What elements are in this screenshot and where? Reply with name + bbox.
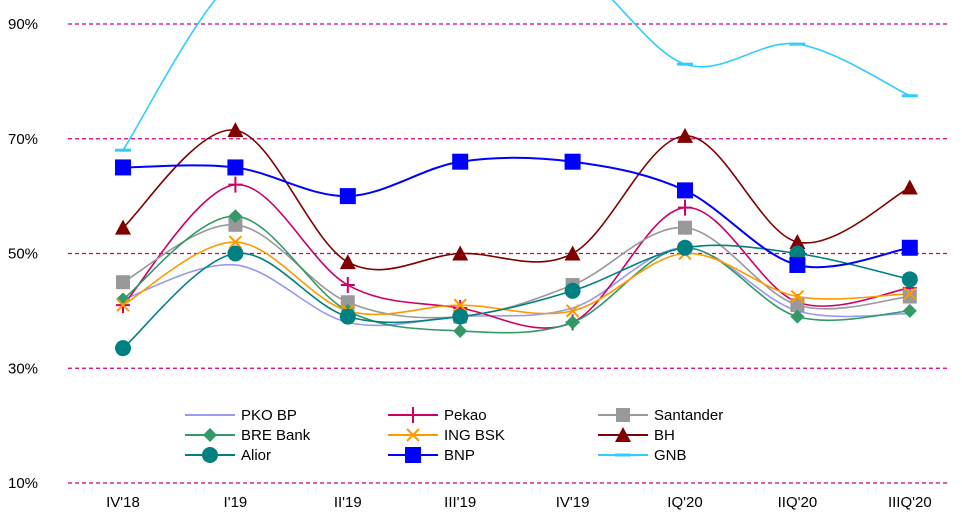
legend-label: ING BSK <box>444 427 505 444</box>
legend-label: Alior <box>241 447 271 464</box>
data-point <box>227 245 244 262</box>
data-point <box>564 153 581 170</box>
legend-swatch-marker <box>203 428 217 442</box>
data-point <box>790 298 805 313</box>
x-tick-label: I'19 <box>224 494 248 511</box>
legend-label: BRE Bank <box>241 427 311 444</box>
legend-label: BH <box>654 427 675 444</box>
data-point <box>678 220 692 235</box>
data-point <box>227 122 244 138</box>
data-point <box>115 219 131 235</box>
legend-item: ING BSK <box>388 427 505 444</box>
legend-swatch-marker <box>202 447 218 463</box>
y-tick-label: 90% <box>8 16 38 33</box>
series-line-2 <box>122 224 910 319</box>
data-point <box>677 239 693 256</box>
data-point <box>565 304 580 318</box>
data-point <box>228 217 243 232</box>
series-line-0 <box>122 246 910 327</box>
legend-swatch-marker <box>406 428 420 442</box>
data-point <box>228 176 243 193</box>
data-point <box>452 308 469 325</box>
data-point <box>339 254 356 270</box>
series-line-4 <box>122 241 910 316</box>
y-tick-label: 50% <box>8 246 38 263</box>
data-point <box>115 340 131 357</box>
data-point <box>678 199 692 216</box>
y-tick-label: 70% <box>8 131 38 148</box>
data-point <box>452 153 469 170</box>
data-point <box>227 159 244 176</box>
data-point <box>453 323 468 338</box>
data-point <box>115 159 131 176</box>
x-tick-label: IIQ'20 <box>778 494 818 511</box>
data-point <box>902 289 917 304</box>
data-point <box>901 179 918 195</box>
data-point <box>116 275 130 290</box>
series-markers <box>115 42 918 357</box>
series-line-5 <box>122 129 911 271</box>
legend-item: Alior <box>185 447 271 464</box>
x-tick-label: IV'18 <box>106 494 140 511</box>
legend-swatch-marker <box>406 407 420 423</box>
data-point <box>228 209 243 224</box>
y-axis: 10% 30% 50% 70% 90% <box>8 16 38 492</box>
legend-swatch-marker <box>405 447 421 463</box>
legend-item: PKO BP <box>185 407 297 424</box>
data-point <box>453 298 467 312</box>
x-tick-label: IQ'20 <box>667 494 702 511</box>
data-point <box>902 303 917 318</box>
data-point <box>339 308 356 325</box>
legend-item: BH <box>598 427 675 444</box>
x-axis: IV'18 I'19 II'19 III'19 IV'19 IQ'20 IIQ'20 IIIQ… <box>106 494 932 511</box>
y-tick-label: 10% <box>8 475 38 492</box>
data-point <box>340 277 355 294</box>
x-tick-label: III'19 <box>444 494 476 511</box>
x-tick-label: IV'19 <box>556 494 590 511</box>
legend-item: BNP <box>388 447 475 464</box>
data-point <box>116 298 130 312</box>
data-point <box>452 245 469 261</box>
data-point <box>790 309 805 324</box>
data-point <box>228 235 243 249</box>
legend-label: GNB <box>654 447 687 464</box>
data-point <box>790 289 805 304</box>
data-point <box>901 271 918 288</box>
series-line-7 <box>122 156 910 269</box>
data-point <box>339 188 356 205</box>
data-point <box>564 282 581 299</box>
y-tick-label: 30% <box>8 360 38 377</box>
series-line-8 <box>122 0 911 151</box>
data-point <box>789 234 806 250</box>
data-point <box>789 256 806 273</box>
data-point <box>340 295 355 310</box>
data-point <box>903 286 917 301</box>
data-point <box>901 239 918 256</box>
data-point <box>565 315 580 330</box>
legend-label: Pekao <box>444 407 487 424</box>
x-tick-label: II'19 <box>334 494 362 511</box>
legend-item: Pekao <box>388 407 487 424</box>
legend: PKO BP Pekao Santander BRE Bank ING BSK BH Ali… <box>185 407 723 464</box>
legend-swatch-marker <box>616 408 630 422</box>
data-point <box>564 245 581 261</box>
legend-label: BNP <box>444 447 475 464</box>
data-point <box>677 182 693 199</box>
legend-swatch-marker <box>615 427 631 442</box>
legend-item: BRE Bank <box>185 427 311 444</box>
x-tick-label: IIIQ'20 <box>888 494 932 511</box>
legend-label: PKO BP <box>241 407 297 424</box>
legend-label: Santander <box>654 407 723 424</box>
legend-item: GNB <box>598 447 687 464</box>
data-point <box>677 127 693 143</box>
legend-item: Santander <box>598 407 723 424</box>
